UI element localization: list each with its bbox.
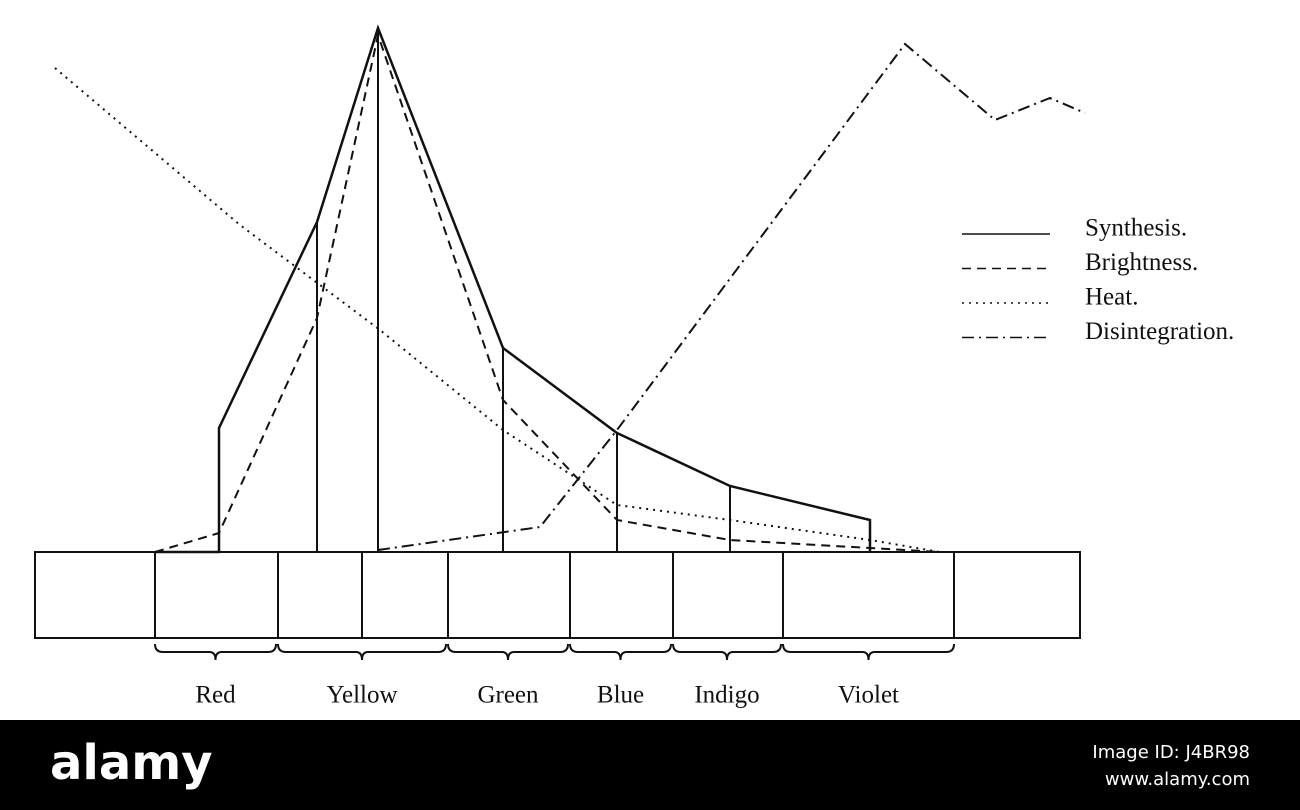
brace: [447, 643, 569, 661]
legend-label: Synthesis.: [1085, 215, 1187, 242]
series-line: [377, 42, 1086, 551]
brace: [672, 643, 782, 661]
band-label: Green: [477, 682, 539, 709]
series-line: [54, 67, 941, 553]
legend-label: Brightness.: [1085, 249, 1198, 276]
watermark-bar: [0, 720, 1300, 810]
spectrum-box: [34, 551, 1081, 639]
legend-label: Heat.: [1085, 284, 1138, 311]
watermark-id: Image ID: J4BR98: [1092, 742, 1250, 763]
brace: [154, 643, 277, 661]
series-line: [155, 24, 872, 554]
band-label: Red: [195, 682, 236, 709]
brace: [277, 643, 447, 661]
band-label: Violet: [838, 682, 899, 709]
band-label: Yellow: [326, 682, 397, 709]
legend-label: Disintegration.: [1085, 318, 1234, 345]
band-label: Indigo: [694, 682, 759, 709]
watermark-site: www.alamy.com: [1105, 769, 1250, 790]
plot-area: [34, 551, 1081, 639]
band-label: Blue: [597, 682, 644, 709]
brace: [782, 643, 955, 661]
watermark-brand: alamy: [50, 735, 213, 791]
series-line: [154, 31, 941, 553]
brace: [569, 643, 672, 661]
